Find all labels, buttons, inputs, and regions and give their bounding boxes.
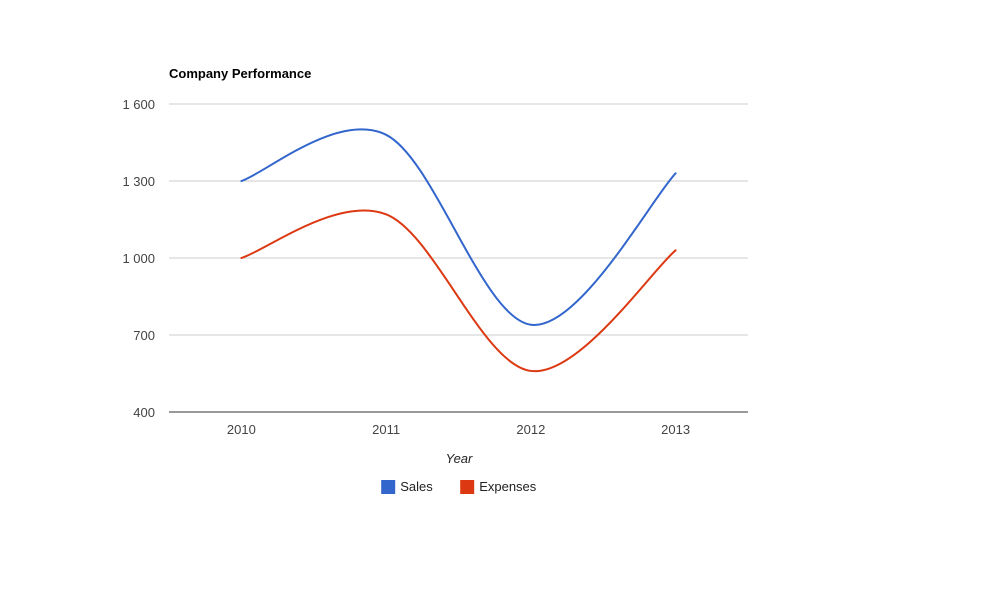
series-line-sales [240, 128, 677, 326]
x-axis-tick-labels: 2010 2011 2012 2013 [227, 422, 690, 437]
series-lines [240, 128, 677, 372]
x-tick-label: 2010 [227, 422, 256, 437]
legend-swatch-expenses [460, 480, 475, 494]
x-axis-title: Year [446, 451, 473, 466]
y-tick-label: 1 600 [122, 97, 155, 112]
x-tick-label: 2013 [661, 422, 690, 437]
x-tick-label: 2012 [516, 422, 545, 437]
y-tick-label: 1 300 [122, 174, 155, 189]
gridlines [169, 103, 748, 336]
y-axis-tick-labels: 400 700 1 000 1 300 1 600 [122, 97, 155, 420]
legend-label-expenses: Expenses [479, 479, 537, 494]
y-tick-label: 1 000 [122, 251, 155, 266]
x-tick-label: 2011 [372, 422, 400, 437]
chart-title: Company Performance [169, 66, 311, 81]
legend-swatch-sales [381, 480, 396, 494]
legend-label-sales: Sales [400, 479, 433, 494]
y-tick-label: 700 [133, 328, 155, 343]
y-tick-label: 400 [133, 405, 155, 420]
series-line-expenses [240, 209, 677, 372]
legend: Sales Expenses [381, 479, 537, 494]
